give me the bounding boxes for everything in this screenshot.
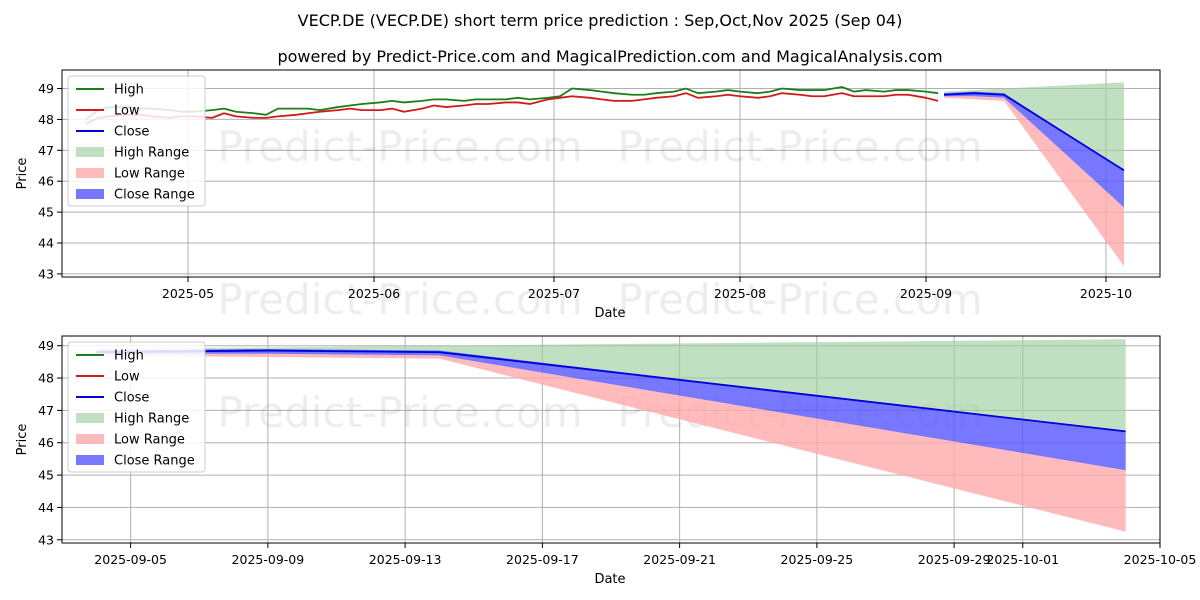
lower-panel: Predict-Price.comPredict-Price.com2025-0… [15,335,1197,587]
legend: High Low Close High Range Low Range Close Ran… [67,75,206,207]
low-range-band [944,96,1124,267]
legend-label: High [114,349,144,364]
legend-label: High [114,83,144,98]
x-tick-label: 2025-09-09 [232,552,305,567]
high-range-band [96,339,1126,432]
y-tick-label: 48 [38,112,54,127]
legend: High Low Close High Range Low Range Close Ran… [67,341,206,473]
legend-swatch [76,434,104,444]
x-axis-label: Date [594,306,625,321]
legend-swatch [76,147,104,157]
watermark-text: Predict-Price.com [217,275,582,324]
y-tick-label: 47 [38,403,54,418]
legend-swatch [76,189,104,199]
legend-label: Low [114,370,140,385]
x-tick-label: 2025-07 [528,286,580,301]
legend-label: Close [114,391,149,406]
y-tick-label: 47 [38,143,54,158]
watermark-text: Predict-Price.com [617,122,982,171]
legend-swatch [76,168,104,178]
watermark-text: Predict-Price.com [617,275,982,324]
low-line [85,92,939,125]
y-axis-label: Price [15,424,30,456]
legend-label: Low Range [114,167,185,182]
legend-label: Close [114,125,149,140]
close-range-band [96,348,1126,471]
legend-label: High Range [114,146,189,161]
upper-panel: Predict-Price.com Predict-Price.com Predic… [15,69,1161,324]
x-tick-label: 2025-09 [900,286,952,301]
y-tick-label: 45 [38,205,54,220]
x-tick-label: 2025-10-05 [1124,552,1197,567]
y-tick-label: 44 [38,500,54,515]
watermark-text: Predict-Price.com [217,388,582,437]
x-tick-label: 2025-09-05 [94,552,167,567]
high-line [85,86,939,121]
axes-frame [61,335,1161,544]
legend-label: Low [114,104,140,119]
y-axis-label: Price [15,158,30,190]
close-range-band [944,91,1124,208]
legend-label: Close Range [114,454,195,469]
x-tick-label: 2025-08 [714,286,766,301]
y-tick-label: 45 [38,468,54,483]
y-tick-label: 49 [38,81,54,96]
legend-label: Low Range [114,433,185,448]
y-tick-label: 44 [38,236,54,251]
x-tick-label: 2025-05 [162,286,214,301]
legend-swatch [76,413,104,423]
axes-frame [61,69,1161,278]
x-axis-label: Date [594,572,625,587]
x-tick-label: 2025-09-21 [643,552,716,567]
y-tick-label: 46 [38,174,54,189]
x-tick-label: 2025-09-13 [369,552,442,567]
x-tick-label: 2025-06 [348,286,400,301]
chart-title: VECP.DE (VECP.DE) short term price predi… [298,11,903,30]
y-tick-label: 43 [38,532,54,547]
low-range-band [96,353,1126,532]
x-tick-label: 2025-10-01 [986,552,1059,567]
high-range-band [944,82,1124,171]
legend-swatch [76,455,104,465]
y-tick-label: 43 [38,266,54,281]
x-tick-label: 2025-09-17 [506,552,579,567]
x-tick-label: 2025-09-29 [918,552,991,567]
close-line [943,92,1125,172]
legend-label: Close Range [114,188,195,203]
plot-area [85,82,1125,267]
x-tick-label: 2025-09-25 [781,552,854,567]
y-tick-label: 48 [38,371,54,386]
y-tick-label: 49 [38,338,54,353]
y-tick-label: 46 [38,435,54,450]
legend-label: High Range [114,412,189,427]
chart-subtitle: powered by Predict-Price.com and Magical… [277,47,942,66]
x-tick-label: 2025-10 [1080,286,1132,301]
watermark-text: Predict-Price.com [217,122,582,171]
